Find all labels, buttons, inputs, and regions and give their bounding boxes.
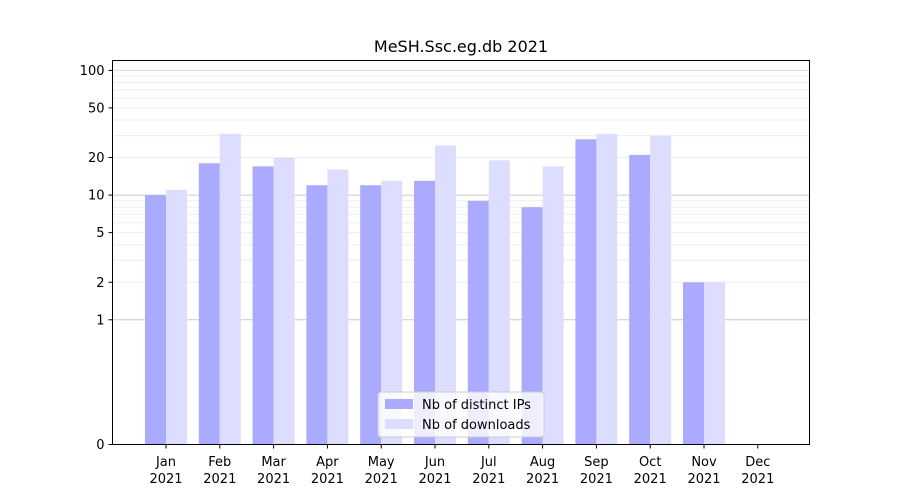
- chart-title: MeSH.Ssc.eg.db 2021: [374, 37, 548, 56]
- y-tick-label: 50: [88, 101, 105, 116]
- legend-label: Nb of downloads: [422, 418, 531, 433]
- bar-distinct-ips: [360, 185, 382, 445]
- bar-downloads: [542, 166, 564, 445]
- bar-downloads: [435, 145, 456, 445]
- x-tick-label-year: 2021: [580, 472, 613, 487]
- y-tick-label: 5: [96, 226, 104, 241]
- bar-distinct-ips: [198, 163, 220, 445]
- legend-swatch: [385, 399, 413, 409]
- x-tick-label-year: 2021: [418, 472, 451, 487]
- x-tick-label-year: 2021: [311, 472, 344, 487]
- bar-downloads: [327, 169, 349, 445]
- bar-distinct-ips: [467, 200, 489, 445]
- legend-label: Nb of distinct IPs: [422, 398, 531, 413]
- y-tick-label: 2: [96, 276, 104, 291]
- x-tick-label-month: Mar: [261, 455, 286, 470]
- x-tick-label-year: 2021: [634, 472, 667, 487]
- bar-downloads: [273, 157, 295, 445]
- x-tick-label-month: Oct: [639, 455, 661, 470]
- x-tick-label-month: Sep: [584, 455, 609, 470]
- bar-downloads: [596, 133, 618, 445]
- x-tick-label-year: 2021: [365, 472, 398, 487]
- bars-layer: [145, 133, 725, 445]
- bar-distinct-ips: [629, 154, 651, 445]
- x-tick-label-month: May: [368, 455, 395, 470]
- bar-downloads: [488, 160, 510, 445]
- y-axis: 0 1 2 5 10 20 50 100: [80, 64, 113, 453]
- bar-downloads: [650, 135, 672, 445]
- bar-distinct-ips: [306, 185, 328, 445]
- x-tick-label-month: Apr: [316, 455, 339, 470]
- plot-frame: [112, 60, 810, 445]
- y-tick-label: 10: [88, 189, 105, 204]
- legend-box: [377, 391, 545, 438]
- bar-downloads: [704, 282, 725, 445]
- x-tick-label-year: 2021: [149, 472, 182, 487]
- bar-downloads: [166, 189, 187, 445]
- legend: Nb of distinct IPs Nb of downloads: [377, 391, 545, 438]
- legend-swatch: [385, 419, 413, 429]
- x-tick-label-year: 2021: [472, 472, 505, 487]
- bar-distinct-ips: [145, 195, 166, 445]
- y-tick-label: 1: [96, 313, 104, 328]
- bar-distinct-ips: [575, 139, 597, 445]
- bar-distinct-ips: [683, 282, 704, 445]
- bar-distinct-ips: [521, 207, 543, 445]
- x-tick-label-year: 2021: [203, 472, 236, 487]
- x-tick-label-month: Aug: [530, 455, 555, 470]
- x-tick-label-month: Jan: [155, 455, 176, 470]
- bar-downloads: [381, 180, 403, 445]
- x-axis: Jan 2021 Feb 2021 Mar 2021 Apr 2021 May 2021 Jun 20…: [149, 444, 774, 487]
- x-tick-label-month: Dec: [745, 455, 770, 470]
- x-tick-label-month: Nov: [691, 455, 717, 470]
- bar-distinct-ips: [414, 180, 435, 445]
- x-tick-label-month: Feb: [208, 455, 231, 470]
- x-tick-label-year: 2021: [526, 472, 559, 487]
- y-tick-label: 20: [88, 151, 105, 166]
- bar-distinct-ips: [252, 166, 274, 445]
- y-tick-label: 0: [96, 438, 104, 453]
- x-tick-label-year: 2021: [257, 472, 290, 487]
- y-tick-label: 100: [80, 64, 105, 79]
- bar-downloads: [219, 133, 241, 445]
- x-tick-label-month: Jun: [424, 455, 445, 470]
- x-tick-label-year: 2021: [741, 472, 774, 487]
- x-tick-label-month: Jul: [480, 455, 497, 470]
- x-tick-label-year: 2021: [687, 472, 720, 487]
